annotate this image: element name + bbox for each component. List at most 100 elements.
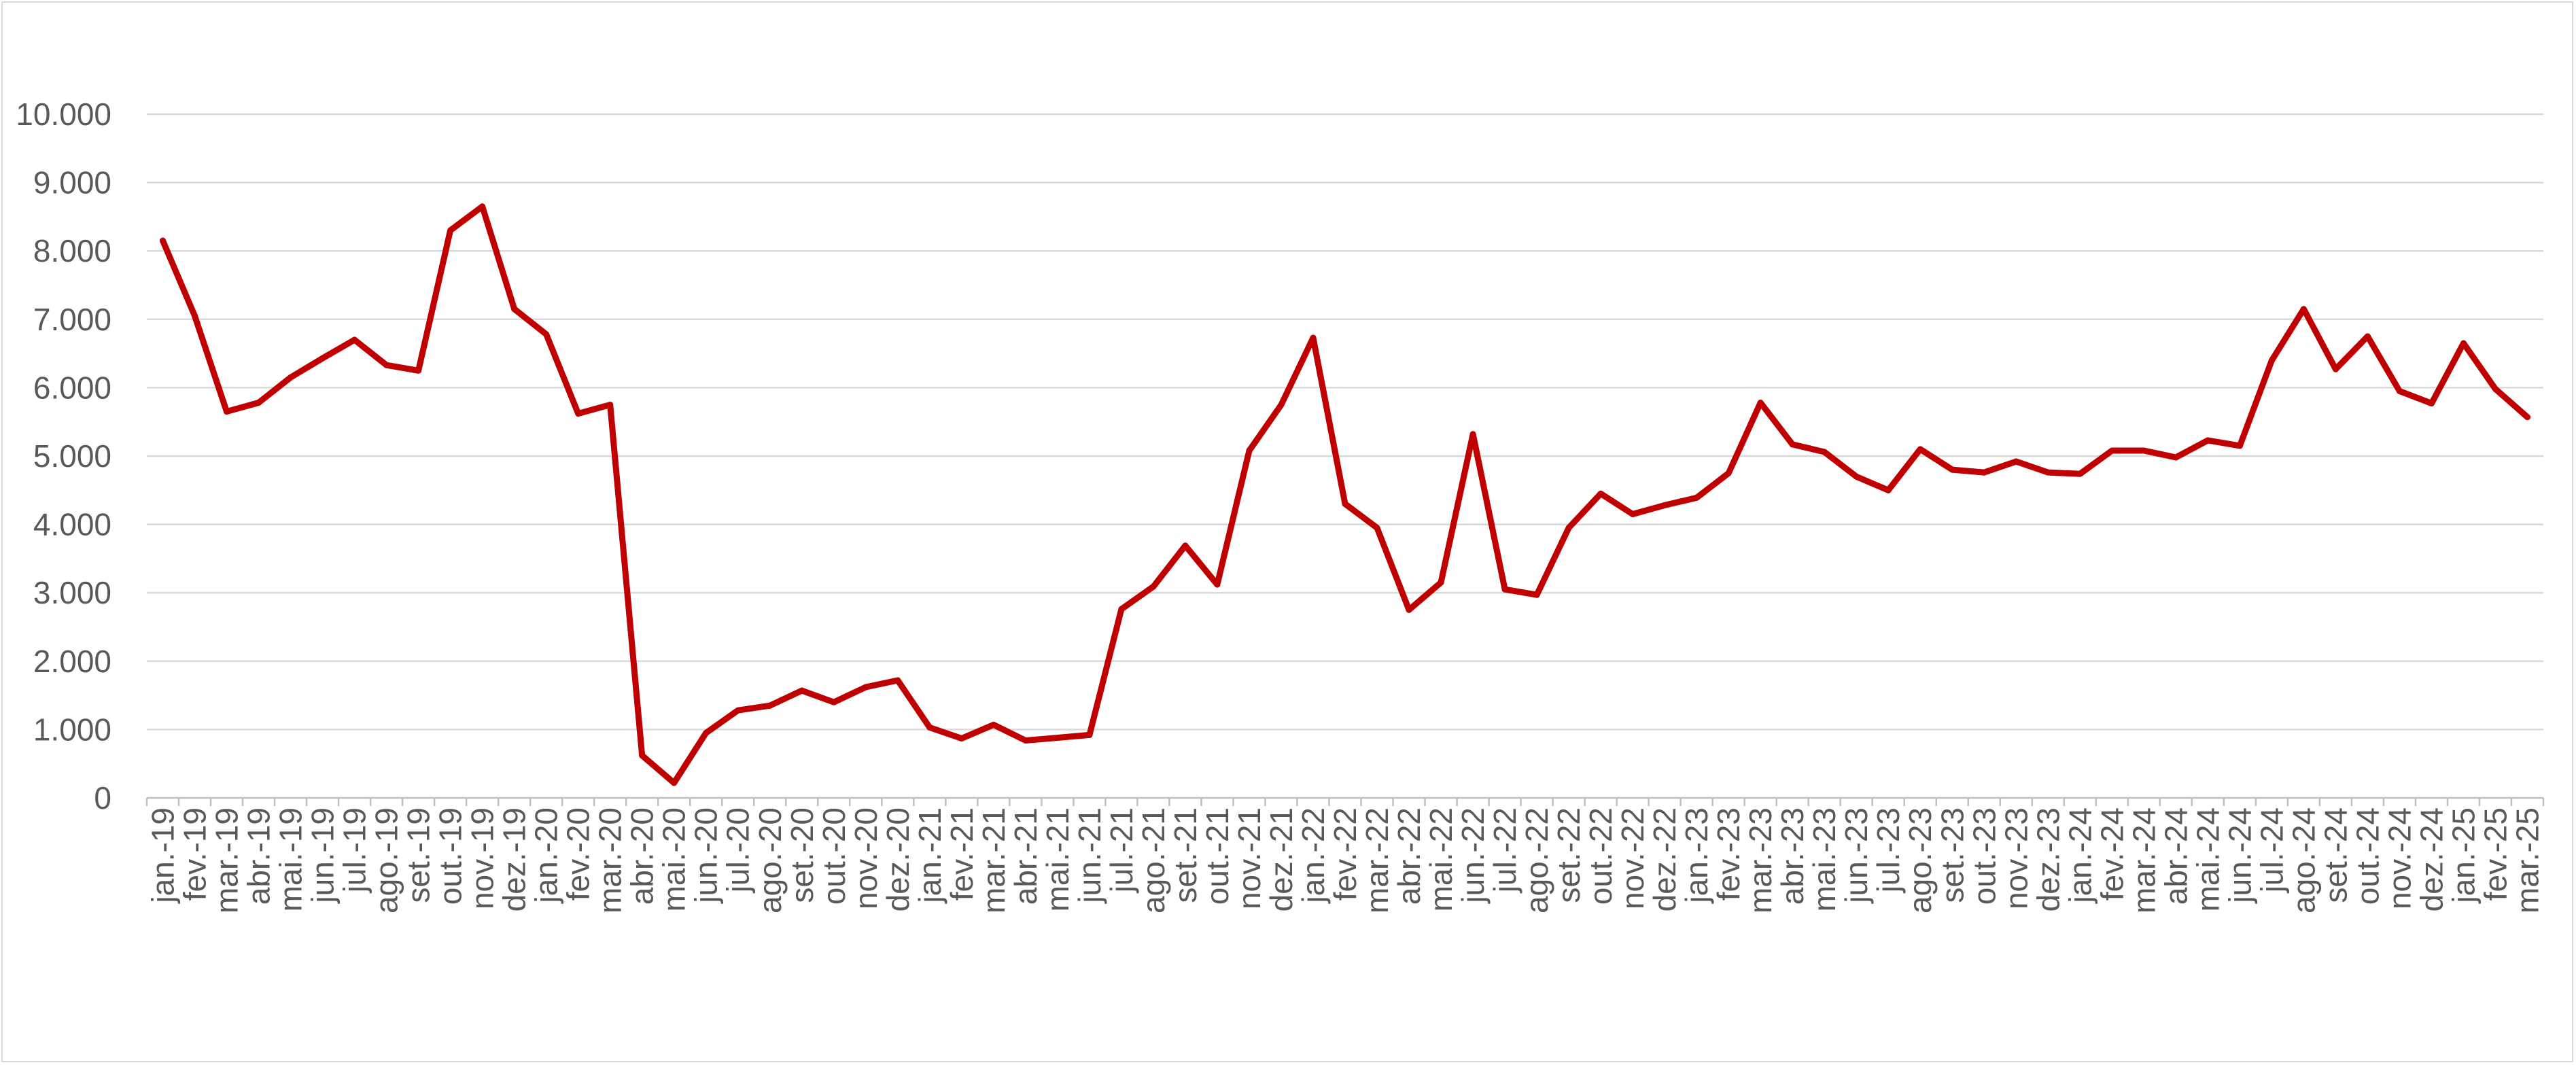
data-point <box>1725 470 1732 476</box>
y-tick-label: 0 <box>94 780 111 816</box>
x-tick-label: set.-21 <box>1168 807 1203 903</box>
data-point <box>2300 306 2307 313</box>
y-tick-label: 6.000 <box>33 370 111 405</box>
x-tick-label: nov.-21 <box>1232 807 1267 909</box>
data-point <box>1693 494 1700 501</box>
data-point <box>1661 502 1668 508</box>
x-tick-label: set.-20 <box>784 807 820 903</box>
x-tick-label: mai.-21 <box>1040 807 1075 911</box>
x-tick-label: nov.-20 <box>848 807 884 909</box>
data-point <box>1182 542 1189 549</box>
data-point <box>192 313 198 319</box>
x-tick-label: ago.-23 <box>1902 807 1938 913</box>
x-tick-label: jun.-19 <box>305 807 341 905</box>
x-tick-label: jan.-22 <box>1295 807 1331 905</box>
x-tick-label: ago.-24 <box>2286 807 2321 913</box>
x-tick-label: jan.-19 <box>145 807 181 905</box>
x-tick-label: fev.-25 <box>2477 807 2513 901</box>
data-point <box>1086 731 1093 738</box>
x-axis: jan.-19fev.-19mar.-19abr.-19mai.-19jun.-… <box>145 797 2545 913</box>
x-tick-label: jan.-20 <box>529 807 564 905</box>
x-tick-label: out.-22 <box>1583 807 1618 905</box>
x-tick-label: jun.-24 <box>2222 807 2257 905</box>
data-point <box>543 331 550 338</box>
data-point <box>2013 458 2019 465</box>
y-tick-label: 10.000 <box>16 97 111 132</box>
data-point <box>1342 500 1348 507</box>
data-point <box>2364 333 2371 340</box>
x-tick-label: jul.-24 <box>2254 807 2289 894</box>
data-point <box>2492 385 2499 392</box>
x-tick-label: abr.-24 <box>2158 807 2193 905</box>
data-point <box>2108 447 2115 454</box>
x-tick-label: out.-21 <box>1200 807 1235 905</box>
x-tick-label: jul.-20 <box>720 807 756 894</box>
data-point <box>2044 469 2051 476</box>
data-point <box>1438 579 1444 586</box>
y-tick-label: 3.000 <box>33 575 111 610</box>
data-point <box>1629 511 1636 518</box>
x-tick-label: dez.-21 <box>1264 807 1299 911</box>
data-point <box>2396 387 2403 394</box>
data-point <box>1597 490 1604 497</box>
data-point <box>799 687 805 694</box>
x-tick-label: mar.-20 <box>593 807 628 913</box>
x-tick-label: fev.-21 <box>944 807 979 901</box>
data-point <box>319 355 326 362</box>
y-axis: 0 1.000 2.000 3.000 4.000 5.000 6.000 7.000 8.00… <box>16 97 111 816</box>
y-tick-label: 5.000 <box>33 438 111 474</box>
x-tick-label: jan.-23 <box>1679 807 1714 905</box>
data-point <box>1917 446 1924 453</box>
x-tick-label: abr.-22 <box>1391 807 1427 905</box>
data-point <box>1853 473 1860 480</box>
data-point <box>671 780 678 786</box>
data-point <box>703 729 710 736</box>
data-point <box>479 203 486 210</box>
x-tick-label: dez.-22 <box>1647 807 1682 911</box>
x-tick-label: jan.-25 <box>2446 807 2481 905</box>
x-tick-label: mai.-24 <box>2190 807 2225 911</box>
x-tick-label: abr.-23 <box>1775 807 1810 905</box>
x-tick-label: set.-24 <box>2318 807 2353 903</box>
data-point <box>990 721 997 728</box>
y-tick-label: 9.000 <box>33 165 111 200</box>
x-tick-label: mar.-19 <box>209 807 245 913</box>
x-tick-label: mar.-21 <box>976 807 1011 913</box>
x-tick-label: mai.-20 <box>657 807 692 911</box>
data-point <box>2460 340 2467 347</box>
data-point <box>224 408 230 415</box>
x-tick-label: nov.-19 <box>465 807 500 909</box>
data-point <box>1821 449 1828 455</box>
data-point <box>1885 487 1892 493</box>
x-tick-label: mai.-22 <box>1423 807 1459 911</box>
data-point <box>2172 454 2179 461</box>
x-tick-label: fev.-19 <box>177 807 213 901</box>
data-point <box>1789 441 1796 448</box>
x-tick-label: jan.-21 <box>912 807 947 905</box>
x-tick-label: dez.-19 <box>497 807 532 911</box>
x-tick-label: ago.-21 <box>1136 807 1171 913</box>
y-tick-label: 8.000 <box>33 233 111 268</box>
data-point <box>831 699 837 705</box>
data-point <box>2140 447 2147 454</box>
data-point <box>2236 442 2243 449</box>
data-point <box>1565 525 1572 531</box>
x-tick-label: dez.-20 <box>880 807 916 911</box>
data-point <box>639 752 646 759</box>
data-point <box>1949 466 1955 473</box>
x-tick-label: jul.-21 <box>1104 807 1139 894</box>
data-point <box>607 402 614 408</box>
y-tick-label: 2.000 <box>33 644 111 679</box>
x-tick-label: out.-20 <box>816 807 852 905</box>
data-point <box>1501 586 1508 593</box>
x-tick-label: jul.-23 <box>1870 807 1906 894</box>
line-chart: 0 1.000 2.000 3.000 4.000 5.000 6.000 7.000 8.00… <box>16 97 2545 913</box>
data-point <box>1310 334 1317 341</box>
x-tick-label: set.-22 <box>1551 807 1586 903</box>
data-point <box>256 400 262 406</box>
data-point <box>511 306 518 313</box>
x-tick-label: fev.-23 <box>1711 807 1746 901</box>
x-tick-label: set.-23 <box>1934 807 1970 903</box>
x-tick-label: mai.-19 <box>273 807 309 911</box>
x-tick-label: abr.-21 <box>1008 807 1043 905</box>
